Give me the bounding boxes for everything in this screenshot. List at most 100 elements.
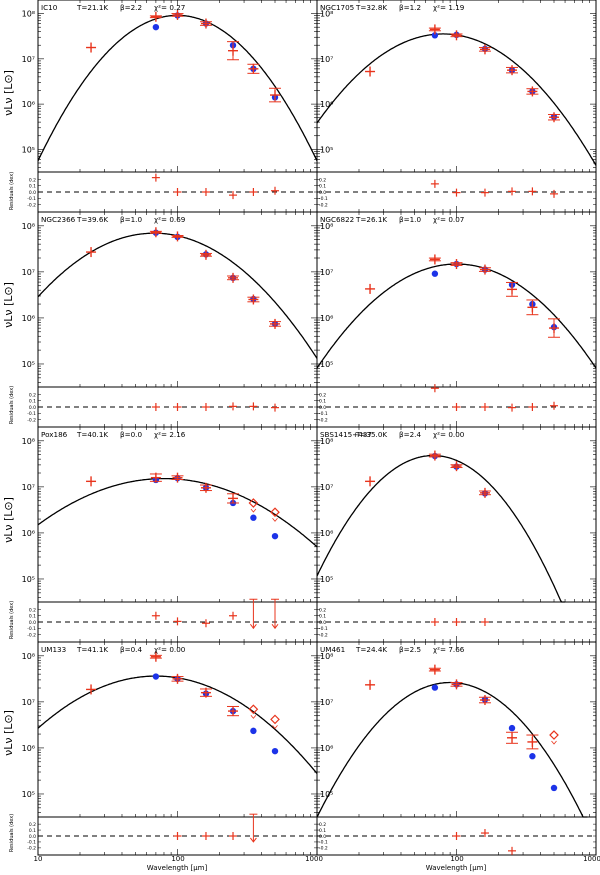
y-tick-label: 10⁸ <box>22 222 35 231</box>
resid-tick-label: 0.0 <box>319 190 326 196</box>
annotation-beta: β=2.4 <box>399 430 421 439</box>
xtick-right-100: 100 <box>450 855 463 863</box>
model-curve <box>316 33 597 166</box>
annotation-beta: β=0.0 <box>120 430 142 439</box>
y-tick-label: 10⁷ <box>22 698 35 707</box>
annotation-beta: β=0.4 <box>120 645 142 654</box>
annotation-beta: β=1.0 <box>399 215 421 224</box>
resid-tick-label: 0.2 <box>29 822 36 828</box>
annotation-temperature: T=21.1K <box>76 3 108 12</box>
resid-tick-label: 0.1 <box>29 614 36 620</box>
y-tick-label: 10⁶ <box>22 100 35 109</box>
y-tick-label: 10⁷ <box>320 55 333 64</box>
resid-tick-label: 0.1 <box>319 399 326 405</box>
upper-limit-arrow <box>250 508 257 513</box>
upper-limit-arrow <box>250 714 257 719</box>
resid-tick-label: 0.2 <box>319 177 326 183</box>
panel-um461: 10⁵ 10⁶ 10⁷ 10⁸ 0.20.10.0-0.1-0.2 UM461 T=24.4… <box>316 641 597 856</box>
annotation-chi2: χ²= 0.27 <box>154 3 185 12</box>
resid-tick-label: -0.2 <box>27 846 36 852</box>
y-tick-label: 10⁷ <box>320 698 333 707</box>
annotation-name: Pox186 <box>41 430 68 439</box>
upper-limit <box>549 730 559 740</box>
upper-limit <box>270 714 280 725</box>
upper-limit <box>248 704 259 715</box>
annotation-temperature: T=40.1K <box>76 430 108 439</box>
model-curve <box>316 454 565 603</box>
y-tick-label: 10⁸ <box>320 437 333 446</box>
annotation-chi2: χ²= 7.66 <box>433 645 465 654</box>
y-tick-label: 10⁷ <box>320 268 333 277</box>
model-point <box>431 32 439 39</box>
resid-tick-label: 0.2 <box>319 607 326 613</box>
y-tick-label: 10⁵ <box>22 360 35 369</box>
resid-tick-label: 0.0 <box>29 620 36 626</box>
y-tick-label: 10⁶ <box>320 744 333 753</box>
resid-tick-label: 0.1 <box>319 614 326 620</box>
annotation-name: NGC1705 <box>320 3 354 12</box>
annotation-temperature: T=24.4K <box>355 645 387 654</box>
model-point <box>152 673 160 680</box>
annotation-chi2: χ²= 1.19 <box>433 3 465 12</box>
upper-limit-arrow <box>272 725 278 729</box>
xlabel-left: Wavelength [μm] <box>147 864 208 872</box>
y-tick-label: 10⁸ <box>320 652 333 661</box>
y-tick-label: 10⁶ <box>320 314 333 323</box>
resid-tick-label: -0.2 <box>27 632 36 638</box>
resid-tick-label: -0.1 <box>319 626 328 632</box>
annotation-name: NGC6822 <box>320 215 354 224</box>
resid-tick-label: 0.2 <box>319 822 326 828</box>
upper-limit-arrow <box>272 517 278 522</box>
y-tick-label: 10⁵ <box>22 575 35 584</box>
annotation-chi2: χ²= 0.69 <box>154 215 186 224</box>
xtick-left-10: 10 <box>34 855 43 863</box>
resid-tick-label: -0.1 <box>319 196 328 202</box>
model-curve <box>37 232 318 359</box>
y-tick-label: 10⁸ <box>22 10 35 19</box>
resid-tick-label: 0.1 <box>29 399 36 405</box>
ylabel-row3: νLν [L⊙] <box>2 497 15 543</box>
model-point <box>431 684 439 691</box>
resid-label-row2: Residuals (dex) <box>9 386 15 424</box>
annotation-temperature: T=26.1K <box>355 215 387 224</box>
y-tick-label: 10⁵ <box>22 145 35 154</box>
resid-tick-label: -0.1 <box>319 411 328 417</box>
sed-frame <box>316 426 597 603</box>
model-point <box>529 753 536 760</box>
y-tick-label: 10⁷ <box>22 55 35 64</box>
resid-tick-label: 0.2 <box>29 392 36 398</box>
resid-tick-label: 0.1 <box>319 828 326 834</box>
model-point <box>271 532 279 540</box>
resid-tick-label: 0.0 <box>29 405 36 411</box>
panel-ngc1705: 10⁵ 10⁶ 10⁷ 10⁸ 0.20.10.0-0.1-0.2 NGC1705 T=32… <box>316 0 597 213</box>
model-point <box>550 784 558 792</box>
resid-tick-label: 0.1 <box>29 828 36 834</box>
sed-frame <box>316 0 597 173</box>
resid-tick-label: 0.2 <box>319 392 326 398</box>
resid-tick-label: -0.2 <box>27 202 36 208</box>
annotation-name: UM461 <box>320 645 345 654</box>
upper-limit <box>270 507 280 518</box>
model-curve <box>316 681 588 818</box>
resid-tick-label: -0.1 <box>27 840 36 846</box>
resid-tick-label: 0.2 <box>29 607 36 613</box>
y-tick-label: 10⁷ <box>22 483 35 492</box>
annotation-temperature: T=32.8K <box>355 3 387 12</box>
resid-tick-label: -0.1 <box>319 840 328 846</box>
resid-tick-label: 0.0 <box>319 620 326 626</box>
residual-arrow <box>271 623 279 630</box>
panel-ngc2366: 10⁵ 10⁶ 10⁷ 10⁸ 0.20.10.0-0.1-0.2 NGC2366 T=39… <box>22 211 318 428</box>
sed-frame <box>316 211 597 388</box>
residual-arrow <box>249 623 257 630</box>
y-tick-label: 10⁵ <box>320 790 333 799</box>
y-tick-label: 10⁶ <box>22 314 35 323</box>
annotation-name: SBS1415+437 <box>320 430 372 439</box>
y-tick-label: 10⁶ <box>22 529 35 538</box>
annotation-temperature: T=41.1K <box>76 645 108 654</box>
y-tick-label: 10⁶ <box>22 744 35 753</box>
y-tick-label: 10⁸ <box>320 222 333 231</box>
y-tick-label: 10⁸ <box>22 652 35 661</box>
resid-tick-label: -0.2 <box>319 632 328 638</box>
